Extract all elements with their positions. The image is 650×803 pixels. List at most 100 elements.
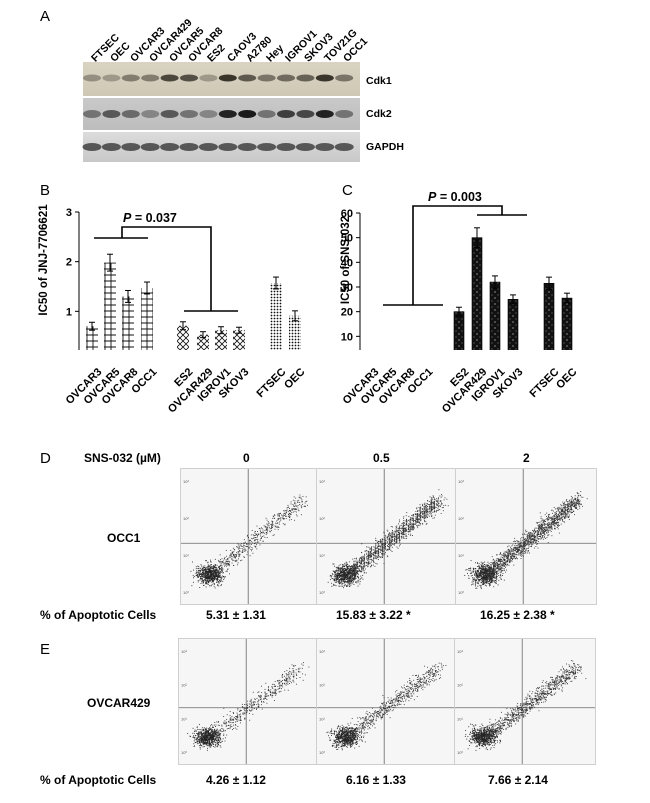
- cdk1-band: [315, 74, 334, 82]
- cdk2-band: [199, 110, 218, 118]
- gapdh-band: [237, 143, 257, 151]
- bar-igrov1: [489, 281, 501, 350]
- dose-0: 0: [243, 451, 250, 465]
- cdk2-band: [160, 110, 179, 118]
- dose-header: SNS-032 (µM): [84, 451, 161, 465]
- gapdh-band: [334, 143, 354, 151]
- panel-c-letter: C: [342, 182, 353, 199]
- flow-plot-ovcar429-dose-0-5: 10³ 10² 10¹ 10⁰: [316, 638, 458, 765]
- panel-a-letter: A: [40, 8, 51, 25]
- dose-0-5: 0.5: [373, 451, 390, 465]
- gapdh-band: [295, 143, 315, 151]
- gapdh-band: [276, 143, 296, 151]
- flow-plot-occ1-dose-2: 10³ 10² 10¹ 10⁰: [455, 468, 597, 605]
- y-tick-label: 40: [341, 257, 353, 269]
- cdk1-band: [199, 74, 218, 82]
- bar-ovcar8: [122, 296, 134, 350]
- cdk2-band: [335, 110, 354, 118]
- cdk1-band: [277, 74, 295, 82]
- cdk2-band: [141, 110, 160, 118]
- bar-ftsec: [270, 283, 282, 350]
- ovcar429-stat-dose-0: 4.26 ± 1.12: [206, 773, 266, 787]
- cdk1-band: [141, 74, 160, 82]
- bar-skov3: [233, 330, 245, 350]
- gapdh-band: [82, 143, 102, 151]
- dose-2: 2: [523, 451, 530, 465]
- ovcar429-stat-dose-2: 7.66 ± 2.14: [488, 773, 548, 787]
- cdk1-band: [296, 74, 315, 82]
- bar-skov3: [507, 299, 519, 350]
- ovcar429-stat-label: % of Apoptotic Cells: [40, 773, 157, 787]
- y-tick-label: 10: [341, 331, 353, 343]
- flow-plot-ovcar429-dose-2: 10³ 10² 10¹ 10⁰: [454, 638, 596, 765]
- gapdh-band: [198, 143, 218, 151]
- y-tick-label: 50: [341, 233, 353, 245]
- blot-label-gapdh: GAPDH: [366, 141, 404, 153]
- svg-text:10⁰: 10⁰: [319, 590, 325, 595]
- chart-c-ylabel: IC50 of SNS-032: [340, 215, 352, 305]
- panel-d-letter: D: [40, 450, 51, 467]
- cdk1-band: [238, 74, 257, 82]
- panel-e-letter: E: [40, 641, 51, 658]
- y-tick-label: 1: [66, 306, 72, 318]
- svg-text:10¹: 10¹: [319, 553, 325, 558]
- cdk2-band: [296, 110, 315, 118]
- bar-igrov1: [215, 330, 227, 350]
- flow-plot-ovcar429-dose-0: 10³ 10² 10¹ 10⁰: [178, 638, 320, 765]
- western-blot: [82, 62, 360, 162]
- cdk1-band: [160, 74, 179, 82]
- cdk2-band: [218, 110, 237, 118]
- svg-text:10³: 10³: [319, 479, 325, 484]
- p-value-annotation: P = 0.003: [428, 190, 482, 204]
- chart-b: 0123P = 0.037: [66, 207, 301, 350]
- bar-oec: [289, 315, 301, 350]
- cdk1-band: [180, 74, 198, 82]
- bar-es2: [177, 325, 189, 350]
- svg-text:10²: 10²: [319, 516, 325, 521]
- svg-text:10²: 10²: [183, 516, 189, 521]
- p-value-annotation: P = 0.037: [123, 211, 177, 225]
- flow-plot-occ1-dose-0-5: 10³ 10² 10¹ 10⁰: [316, 468, 458, 605]
- blot-label-cdk1: Cdk1: [366, 75, 392, 87]
- cdk2-band: [277, 110, 295, 118]
- gapdh-band: [160, 143, 180, 151]
- y-tick-label: 30: [341, 282, 353, 294]
- gapdh-band: [218, 143, 238, 151]
- gapdh-band: [257, 143, 277, 151]
- cdk2-band: [238, 110, 257, 118]
- gapdh-band: [140, 143, 160, 151]
- occ1-row-label: OCC1: [107, 531, 141, 545]
- occ1-stat-dose-2: 16.25 ± 2.38 *: [480, 608, 555, 622]
- ovcar429-row-label: OVCAR429: [87, 696, 151, 710]
- occ1-stat-dose-0: 5.31 ± 1.31: [206, 608, 266, 622]
- bar-es2: [453, 311, 465, 350]
- panel-b-letter: B: [40, 182, 51, 199]
- svg-text:10¹: 10¹: [183, 553, 189, 558]
- y-tick-label: 2: [66, 257, 72, 269]
- significance-bracket: [94, 226, 238, 312]
- cdk2-band: [315, 110, 334, 118]
- blot-label-cdk2: Cdk2: [366, 108, 392, 120]
- cdk2-band: [257, 110, 276, 118]
- cdk1-band: [335, 74, 354, 82]
- bar-occ1: [141, 287, 153, 350]
- gapdh-band: [101, 143, 121, 151]
- ovcar429-stat-dose-0-5: 6.16 ± 1.33: [346, 773, 406, 787]
- bar-oec: [561, 297, 573, 350]
- bar-ovcar5: [104, 262, 116, 350]
- gapdh-band: [179, 143, 199, 151]
- significance-bracket: [383, 205, 527, 306]
- flow-plot-occ1-dose-0: 10³ 10² 10¹ 10⁰: [180, 468, 322, 605]
- cdk1-band: [257, 74, 276, 82]
- occ1-stat-dose-0-5: 15.83 ± 3.22 *: [336, 608, 411, 622]
- bar-ovcar3: [86, 326, 98, 350]
- y-tick-label: 20: [341, 307, 353, 319]
- cdk1-band: [218, 74, 237, 82]
- svg-text:10⁰: 10⁰: [183, 590, 189, 595]
- gapdh-band: [315, 143, 335, 151]
- bar-ovcar429: [471, 237, 483, 350]
- cdk1-band: [102, 74, 121, 82]
- svg-text:10³: 10³: [183, 479, 189, 484]
- occ1-stat-label: % of Apoptotic Cells: [40, 608, 157, 622]
- chart-c: 0102030405060P = 0.003: [341, 190, 573, 350]
